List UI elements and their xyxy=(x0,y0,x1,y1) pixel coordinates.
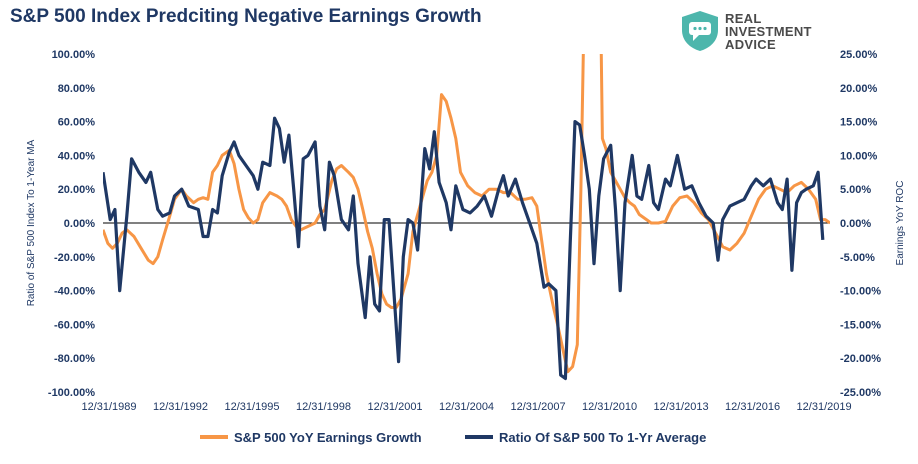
chart-title: S&P 500 Index Predciting Negative Earnin… xyxy=(10,6,482,27)
left-axis-ticks: 100.00% 80.00% 60.00% 40.00% 20.00% 0.00% -20.… xyxy=(48,49,95,399)
legend-item-ratio: Ratio Of S&P 500 To 1-Yr Average xyxy=(465,427,706,447)
legend-swatch-ratio xyxy=(465,435,493,439)
line-chart: 100.00% 80.00% 60.00% 40.00% 20.00% 0.00% -20.… xyxy=(26,49,906,413)
logo: REAL INVESTMENT ADVICE xyxy=(680,10,850,54)
series-layer xyxy=(103,54,830,381)
x-tick-label: 12/31/2004 xyxy=(439,401,494,413)
right-tick-label: -5.00% xyxy=(840,252,875,264)
left-tick-label: -100.00% xyxy=(48,387,95,399)
right-tick-label: 15.00% xyxy=(840,117,878,129)
shield-chat-icon xyxy=(682,11,718,51)
right-tick-label: -10.00% xyxy=(840,286,881,298)
x-tick-label: 12/31/1992 xyxy=(153,401,208,413)
left-tick-label: 100.00% xyxy=(52,49,96,61)
x-tick-label: 12/31/2001 xyxy=(368,401,423,413)
legend-item-earnings: S&P 500 YoY Earnings Growth xyxy=(200,427,422,447)
right-axis-title: Earnings YoY ROC xyxy=(895,181,906,266)
logo-line-1: REAL xyxy=(725,11,762,26)
logo-line-3: ADVICE xyxy=(725,37,776,52)
left-tick-label: -40.00% xyxy=(54,286,95,298)
x-tick-label: 12/31/2016 xyxy=(725,401,780,413)
left-tick-label: 80.00% xyxy=(58,83,96,95)
right-tick-label: 20.00% xyxy=(840,83,878,95)
left-tick-label: 0.00% xyxy=(64,218,95,230)
x-tick-label: 12/31/1989 xyxy=(81,401,136,413)
right-tick-label: 5.00% xyxy=(840,184,871,196)
x-tick-label: 12/31/2010 xyxy=(582,401,637,413)
right-tick-label: -20.00% xyxy=(840,353,881,365)
x-tick-label: 12/31/2007 xyxy=(511,401,566,413)
left-tick-label: 40.00% xyxy=(58,150,96,162)
right-tick-label: -25.00% xyxy=(840,387,881,399)
x-tick-label: 12/31/2019 xyxy=(797,401,852,413)
series-line-ratio-to-average xyxy=(103,116,825,381)
left-tick-label: 60.00% xyxy=(58,117,96,129)
x-axis-ticks: 12/31/1989 12/31/1992 12/31/1995 12/31/1998… xyxy=(81,401,851,413)
logo-line-2: INVESTMENT xyxy=(725,24,812,39)
right-tick-label: 10.00% xyxy=(840,150,878,162)
left-tick-label: 20.00% xyxy=(58,184,96,196)
right-axis-ticks: 25.00% 20.00% 15.00% 10.00% 5.00% 0.00% -5.00%… xyxy=(840,49,881,399)
legend-swatch-earnings xyxy=(200,435,228,439)
legend-label-ratio: Ratio Of S&P 500 To 1-Yr Average xyxy=(499,429,707,445)
x-tick-label: 12/31/1998 xyxy=(296,401,351,413)
right-tick-label: 0.00% xyxy=(840,218,871,230)
legend-label-earnings: S&P 500 YoY Earnings Growth xyxy=(234,429,422,445)
logo-text: REAL INVESTMENT ADVICE xyxy=(725,12,812,51)
legend: S&P 500 YoY Earnings Growth Ratio Of S&P… xyxy=(0,427,918,447)
right-tick-label: -15.00% xyxy=(840,319,881,331)
left-tick-label: -60.00% xyxy=(54,319,95,331)
left-tick-label: -80.00% xyxy=(54,353,95,365)
x-tick-label: 12/31/2013 xyxy=(654,401,709,413)
left-axis-title: Ratio of S&P 500 Index To 1-Year MA xyxy=(26,139,37,306)
x-tick-label: 12/31/1995 xyxy=(224,401,279,413)
series-line-earnings-growth xyxy=(103,54,830,374)
right-tick-label: 25.00% xyxy=(840,49,878,61)
left-tick-label: -20.00% xyxy=(54,252,95,264)
